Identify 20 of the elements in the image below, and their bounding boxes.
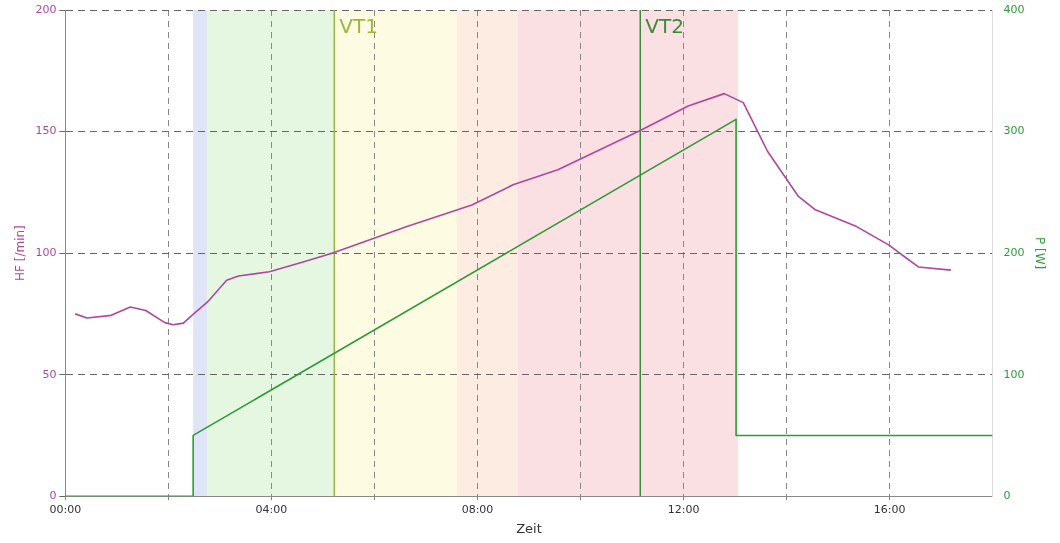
- y-axis-title: HF [/min]: [13, 225, 28, 281]
- y-tick-label: 150: [35, 124, 57, 138]
- x-tick-label: 08:00: [461, 502, 494, 516]
- ref-line-label: VT1: [339, 14, 378, 39]
- x-axis-title: Zeit: [516, 520, 542, 536]
- x-tick-label: 04:00: [255, 502, 288, 516]
- y2-axis-title: P [W]: [1032, 236, 1047, 270]
- y-tick-label: 0: [49, 489, 57, 503]
- x-tick-label: 12:00: [667, 502, 700, 516]
- y2-tick-label: 0: [1003, 489, 1011, 503]
- x-tick-label: 00:00: [49, 502, 82, 516]
- ref-line-label: VT2: [645, 14, 684, 39]
- y2-tick-label: 300: [1003, 124, 1025, 138]
- y2-tick-label: 200: [1003, 245, 1025, 259]
- y-tick-label: 100: [35, 245, 57, 259]
- x-tick-label: 16:00: [873, 502, 906, 516]
- y2-tick-label: 100: [1003, 367, 1025, 381]
- y2-tick-label: 400: [1003, 2, 1025, 16]
- y-tick-label: 200: [35, 2, 57, 16]
- y-tick-label: 50: [42, 367, 57, 381]
